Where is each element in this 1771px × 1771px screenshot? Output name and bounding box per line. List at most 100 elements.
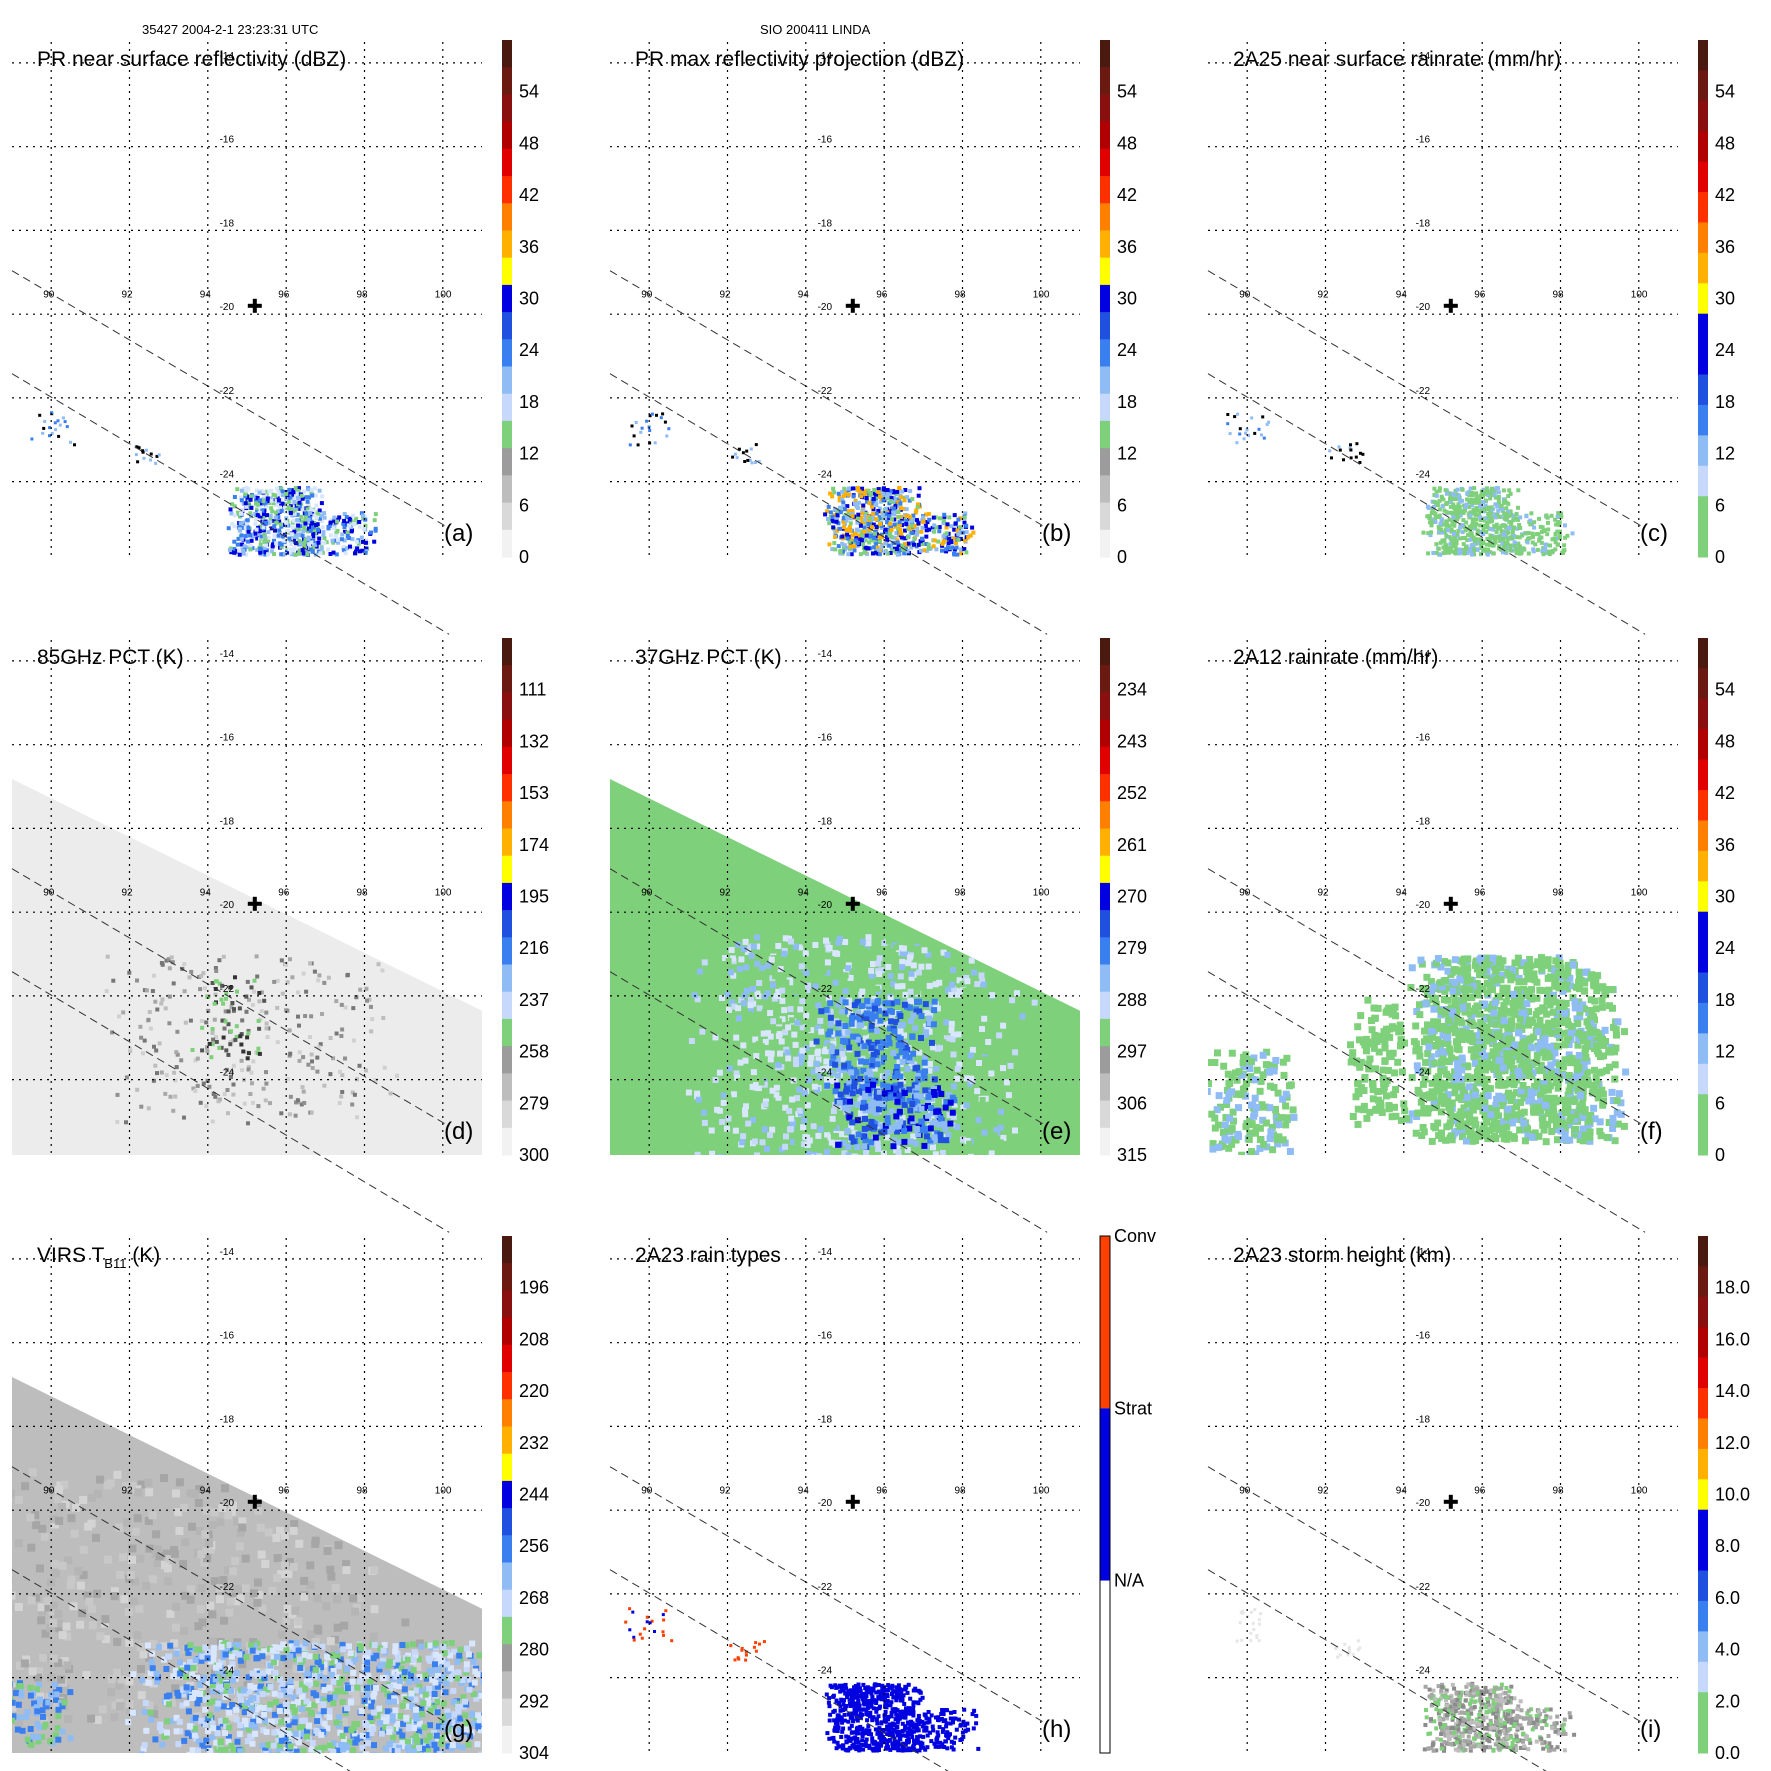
data-pixel <box>835 528 840 533</box>
data-pixel <box>824 969 831 976</box>
data-pixel <box>294 1100 298 1105</box>
data-pixel <box>894 998 901 1005</box>
data-pixel <box>901 1001 908 1008</box>
data-pixel <box>153 1063 158 1068</box>
data-pixel <box>1614 1018 1622 1026</box>
data-pixel <box>887 514 892 519</box>
data-pixel <box>1440 1084 1448 1092</box>
data-pixel <box>910 962 917 969</box>
data-pixel <box>1617 1099 1625 1107</box>
data-pixel <box>1569 994 1577 1002</box>
data-pixel <box>901 506 906 511</box>
data-pixel <box>217 981 222 986</box>
data-pixel <box>1595 1031 1603 1039</box>
data-pixel <box>860 486 865 491</box>
data-pixel <box>299 1102 304 1107</box>
data-pixel <box>826 945 833 951</box>
data-pixel <box>1512 1089 1520 1097</box>
data-pixel <box>267 489 272 494</box>
data-pixel <box>735 456 739 460</box>
data-pixel <box>876 955 883 962</box>
data-pixel <box>1543 1073 1550 1081</box>
data-pixel <box>146 1017 151 1022</box>
data-pixel <box>648 429 652 432</box>
data-pixel <box>1453 512 1458 517</box>
data-pixel <box>279 544 284 549</box>
data-pixel <box>880 1081 887 1088</box>
data-pixel <box>255 547 260 552</box>
data-pixel <box>916 502 920 507</box>
data-pixel <box>970 525 975 530</box>
data-pixel <box>794 1139 801 1146</box>
data-pixel <box>1544 956 1552 964</box>
data-pixel <box>851 1153 858 1155</box>
data-pixel <box>364 538 369 543</box>
data-pixel <box>1522 1014 1530 1022</box>
data-pixel <box>782 1143 789 1150</box>
data-pixel <box>1613 1097 1621 1105</box>
data-pixel <box>1453 544 1458 549</box>
data-pixel <box>949 1036 956 1043</box>
data-pixel <box>991 1182 997 1188</box>
data-pixel <box>932 529 937 534</box>
data-pixel <box>896 510 901 514</box>
data-pixel <box>903 1050 910 1057</box>
data-pixel <box>931 1085 938 1092</box>
data-pixel <box>911 1105 918 1112</box>
data-pixel <box>1498 535 1503 539</box>
panel-f-data <box>1208 954 1630 1155</box>
data-pixel <box>1516 505 1520 510</box>
data-pixel <box>1516 1015 1524 1023</box>
data-pixel <box>906 541 911 546</box>
data-pixel <box>1587 1017 1595 1025</box>
data-pixel <box>1481 523 1486 528</box>
data-pixel <box>962 515 967 520</box>
data-pixel <box>1517 535 1522 540</box>
data-pixel <box>955 1031 962 1038</box>
data-pixel <box>1013 990 1020 997</box>
data-pixel <box>1594 972 1602 980</box>
data-pixel <box>855 541 860 545</box>
data-pixel <box>875 545 880 550</box>
data-pixel <box>779 1089 786 1096</box>
data-pixel <box>1437 1108 1445 1116</box>
data-pixel <box>1567 982 1574 990</box>
data-pixel <box>788 1172 794 1178</box>
data-pixel <box>182 1115 186 1120</box>
data-pixel <box>1500 1001 1508 1009</box>
data-pixel <box>775 1061 782 1068</box>
data-pixel <box>1475 528 1480 533</box>
data-pixel <box>1012 1049 1019 1056</box>
data-pixel <box>1423 973 1431 981</box>
data-pixel <box>1527 1088 1535 1096</box>
data-pixel <box>640 426 644 430</box>
data-pixel <box>1530 971 1537 979</box>
data-pixel <box>1455 509 1460 514</box>
data-pixel <box>167 1021 172 1026</box>
data-pixel <box>777 1050 783 1057</box>
data-pixel <box>725 1115 732 1122</box>
data-pixel <box>1408 1074 1416 1082</box>
data-pixel <box>848 529 853 533</box>
data-pixel <box>870 961 876 967</box>
data-pixel <box>1609 1097 1617 1104</box>
data-pixel <box>884 1070 891 1076</box>
data-pixel <box>1421 1027 1429 1035</box>
data-pixel <box>361 526 366 531</box>
data-pixel <box>1517 551 1522 556</box>
data-pixel <box>887 995 894 1002</box>
data-pixel <box>803 1045 810 1051</box>
data-pixel <box>803 969 810 976</box>
data-pixel <box>246 1065 251 1070</box>
data-pixel <box>1468 547 1473 551</box>
data-pixel <box>907 988 914 995</box>
data-pixel <box>957 1098 964 1105</box>
data-pixel <box>872 531 877 536</box>
data-pixel <box>1000 1134 1007 1141</box>
data-pixel <box>322 515 327 520</box>
data-pixel <box>1494 529 1499 534</box>
data-pixel <box>299 551 304 556</box>
data-pixel <box>1349 448 1353 452</box>
data-pixel <box>872 1013 879 1020</box>
data-pixel <box>1473 517 1477 522</box>
